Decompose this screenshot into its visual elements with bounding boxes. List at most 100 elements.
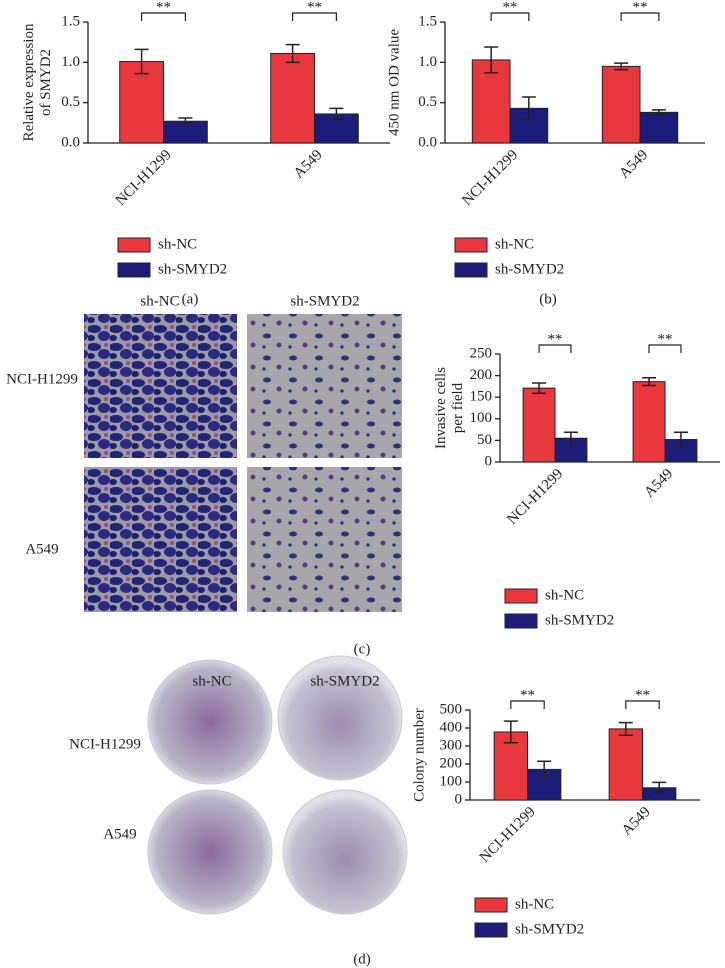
y-tick-label: 250 xyxy=(470,345,493,361)
y-tick-label: 0 xyxy=(485,453,493,469)
error-bar xyxy=(134,48,149,75)
y-tick-label: 0 xyxy=(455,791,463,807)
bar xyxy=(601,65,641,144)
plate xyxy=(147,789,273,915)
bar xyxy=(639,111,679,144)
image xyxy=(84,314,237,458)
significance-label: ** xyxy=(633,0,648,15)
legend-swatch xyxy=(454,262,488,278)
plate xyxy=(277,655,403,781)
y-tick-label: 500 xyxy=(440,701,463,717)
row-label: A549 xyxy=(103,826,136,842)
significance-bracket xyxy=(292,12,337,21)
y-tick-label: 50 xyxy=(477,432,492,448)
significance-bracket xyxy=(620,12,660,21)
y-tick-label: 0.5 xyxy=(418,94,437,110)
legend-label: sh-SMYD2 xyxy=(158,261,227,277)
y-tick-label: 0.5 xyxy=(61,94,80,110)
y-tick-label: 100 xyxy=(440,773,463,789)
x-tick-label: NCI-H1299 xyxy=(459,147,521,209)
y-tick-label: 150 xyxy=(470,389,493,405)
colony-images: sh-NC sh-SMYD2 NCI-H1299 A549 xyxy=(69,655,408,915)
error-bar xyxy=(618,721,633,736)
panel-label: (b) xyxy=(539,291,557,307)
error-bar xyxy=(532,382,547,395)
legend-label: sh-SMYD2 xyxy=(545,612,614,628)
bar xyxy=(632,381,666,463)
y-tick-label: 100 xyxy=(470,410,493,426)
legend-swatch xyxy=(117,237,151,253)
legend-label: sh-SMYD2 xyxy=(515,921,584,937)
significance-bracket xyxy=(510,700,545,709)
invasion-images: sh-NC sh-SMYD2 NCI-H1299 A549 xyxy=(6,293,402,612)
plate xyxy=(147,659,273,785)
y-tick-label: 0.0 xyxy=(61,134,80,150)
significance-label: ** xyxy=(520,687,535,703)
legend-label: sh-NC xyxy=(545,587,584,603)
legend-swatch xyxy=(474,897,508,913)
x-tick-label: A549 xyxy=(641,466,676,501)
error-bar xyxy=(503,720,518,744)
y-axis-label: of SMYD2 xyxy=(38,49,54,116)
significance-label: ** xyxy=(635,687,650,703)
image xyxy=(84,467,237,612)
significance-bracket xyxy=(141,12,186,21)
error-bar xyxy=(329,107,344,121)
error-bar xyxy=(521,96,536,121)
x-tick-label: A549 xyxy=(619,804,654,839)
row-label: NCI-H1299 xyxy=(6,371,78,387)
panel-label: (d) xyxy=(353,951,371,967)
legend-swatch xyxy=(474,922,508,938)
significance-label: ** xyxy=(658,331,673,347)
error-bar xyxy=(673,431,688,448)
y-tick-label: 1.5 xyxy=(61,13,80,29)
significance-label: ** xyxy=(548,331,563,347)
y-axis-label: 450 nm OD value xyxy=(386,29,402,136)
error-bar xyxy=(178,117,193,126)
y-axis-label: Colony number xyxy=(411,708,427,802)
legend-swatch xyxy=(504,588,538,604)
y-tick-label: 200 xyxy=(440,755,463,771)
bar xyxy=(119,61,164,144)
significance-bracket xyxy=(625,700,660,709)
error-bar xyxy=(484,46,499,74)
y-tick-label: 1.5 xyxy=(418,13,437,29)
legend-label: sh-SMYD2 xyxy=(495,261,564,277)
error-bar xyxy=(563,431,578,446)
image xyxy=(247,314,402,458)
y-axis-label: Relative expression xyxy=(21,23,37,141)
error-bar xyxy=(614,62,629,71)
y-axis-label: Invasive cells xyxy=(433,367,449,449)
bar xyxy=(608,728,644,801)
x-tick-label: NCI-H1299 xyxy=(504,466,566,528)
legend-swatch xyxy=(117,262,151,278)
y-axis-label: per field xyxy=(450,382,466,433)
error-bar xyxy=(537,760,552,779)
column-label: sh-SMYD2 xyxy=(290,293,359,309)
legend-label: sh-NC xyxy=(515,896,554,912)
column-label: sh-SMYD2 xyxy=(310,673,379,689)
significance-label: ** xyxy=(156,0,171,15)
significance-label: ** xyxy=(307,0,322,15)
significance-bracket xyxy=(648,344,682,353)
image xyxy=(247,467,402,612)
plate xyxy=(282,789,408,915)
y-tick-label: 1.0 xyxy=(418,54,437,70)
error-bar xyxy=(652,781,667,794)
y-tick-label: 1.0 xyxy=(61,54,80,70)
y-tick-label: 200 xyxy=(470,367,493,383)
legend-label: sh-NC xyxy=(158,236,197,252)
x-tick-label: A549 xyxy=(616,147,651,182)
bar xyxy=(270,52,315,144)
legend-swatch xyxy=(454,237,488,253)
significance-bracket xyxy=(490,12,530,21)
row-label: NCI-H1299 xyxy=(69,736,141,752)
column-label: sh-NC xyxy=(192,673,231,689)
y-tick-label: 0.0 xyxy=(418,134,437,150)
y-tick-label: 300 xyxy=(440,737,463,753)
column-label: sh-NC xyxy=(140,293,179,309)
significance-bracket xyxy=(538,344,572,353)
legend-label: sh-NC xyxy=(495,236,534,252)
row-label: A549 xyxy=(25,541,58,557)
